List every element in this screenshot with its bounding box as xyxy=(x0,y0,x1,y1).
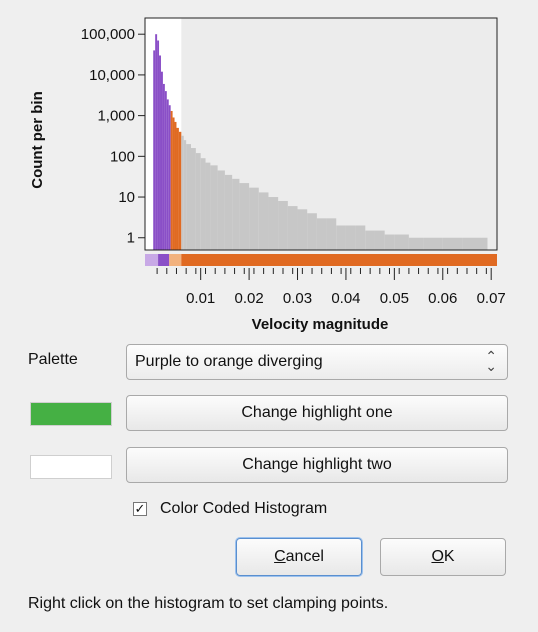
histogram-bar xyxy=(153,50,156,250)
histogram-bar xyxy=(183,140,187,250)
cancel-label: Cancel xyxy=(274,548,324,565)
histogram-bar xyxy=(336,225,346,250)
y-tick-label: 1 xyxy=(127,230,135,247)
x-tick-label: 0.05 xyxy=(380,290,409,307)
select-arrows-icon: ⌃ ⌄ xyxy=(485,348,497,374)
histogram-bar xyxy=(462,237,482,250)
histogram-bar xyxy=(170,110,173,251)
histogram-bar xyxy=(355,225,366,250)
histogram-bar xyxy=(394,234,409,250)
color-bar-segment xyxy=(181,254,498,266)
change-highlight-two-label: Change highlight two xyxy=(242,456,392,473)
histogram-bar xyxy=(168,105,171,250)
histogram-bar xyxy=(195,153,201,250)
y-axis-label: Count per bin xyxy=(29,91,46,189)
highlight-one-swatch xyxy=(30,402,112,426)
histogram-bar xyxy=(172,117,175,251)
histogram-bar xyxy=(162,83,165,251)
checkmark-icon: ✓ xyxy=(134,501,146,516)
histogram-bar xyxy=(190,148,196,250)
histogram-bar xyxy=(200,158,206,250)
histogram-bar xyxy=(442,237,463,250)
change-highlight-one-label: Change highlight one xyxy=(241,404,393,421)
color-coded-histogram-checkbox[interactable]: ✓ xyxy=(133,502,147,516)
histogram-chart[interactable]: 1 10 100 1,000 10,000 100,000 0.01 0.02 0.03 0.04… xyxy=(0,0,538,340)
histogram-bar xyxy=(287,206,298,250)
x-tick-label: 0.02 xyxy=(234,290,263,307)
histogram-bar xyxy=(232,178,240,250)
color-bar-segment xyxy=(145,254,159,266)
histogram-bar xyxy=(160,71,163,251)
histogram-bar xyxy=(258,192,269,250)
histogram-bar xyxy=(224,174,233,250)
histogram-bar xyxy=(178,131,182,250)
color-bar-segment xyxy=(158,254,170,266)
histogram-bar xyxy=(297,209,308,250)
histogram-bar xyxy=(278,200,288,250)
color-coded-histogram-label: Color Coded Histogram xyxy=(160,500,328,517)
histogram-bar xyxy=(481,237,488,250)
y-tick-label: 1,000 xyxy=(97,108,135,125)
x-axis-label: Velocity magnitude xyxy=(252,316,389,333)
y-tick-label: 10,000 xyxy=(89,67,135,84)
change-highlight-one-button[interactable]: Change highlight one xyxy=(126,395,508,431)
histogram-bar xyxy=(268,197,279,250)
clamping-hint: Right click on the histogram to set clam… xyxy=(28,595,389,612)
ok-button[interactable]: OK xyxy=(380,538,506,576)
cancel-button[interactable]: Cancel xyxy=(236,538,362,576)
histogram-plot-area[interactable] xyxy=(145,18,498,251)
histogram-bar xyxy=(217,170,225,250)
histogram-bar xyxy=(174,121,177,251)
histogram-bar xyxy=(186,144,191,250)
histogram-bar xyxy=(307,213,317,250)
y-tick-label: 100 xyxy=(110,148,135,165)
histogram-bar xyxy=(384,234,395,250)
histogram-bar xyxy=(239,183,250,250)
x-tick-label: 0.01 xyxy=(186,290,215,307)
histogram-axes: 1 10 100 1,000 10,000 100,000 0.01 0.02 0.03 0.04… xyxy=(81,17,506,307)
plot-frame xyxy=(144,17,498,251)
histogram-bar xyxy=(326,218,337,250)
x-tick-label: 0.07 xyxy=(477,290,506,307)
histogram-bar xyxy=(159,55,161,250)
y-tick-label: 10 xyxy=(118,189,135,206)
x-tick-label: 0.06 xyxy=(428,290,457,307)
histogram-bar xyxy=(374,230,385,250)
ok-label: OK xyxy=(431,548,455,565)
histogram-bar xyxy=(157,40,160,250)
change-highlight-two-button[interactable]: Change highlight two xyxy=(126,447,508,483)
palette-label: Palette xyxy=(28,351,78,368)
histogram-bar xyxy=(408,237,424,250)
palette-selected-value: Purple to orange diverging xyxy=(135,353,323,370)
color-bar-segment xyxy=(169,254,182,266)
histogram-bar xyxy=(176,127,179,250)
x-tick-label: 0.03 xyxy=(283,290,312,307)
histogram-bar xyxy=(316,218,327,250)
histogram-bar xyxy=(205,162,211,250)
x-tick-label: 0.04 xyxy=(331,290,360,307)
histogram-bar xyxy=(155,34,158,250)
y-tick-label: 100,000 xyxy=(81,26,135,43)
histogram-bar xyxy=(181,135,184,250)
histogram-bar xyxy=(365,230,375,250)
histogram-bar xyxy=(423,237,443,250)
highlight-two-swatch xyxy=(30,455,112,479)
histogram-bar xyxy=(210,165,218,250)
histogram-bar xyxy=(345,225,356,250)
palette-select[interactable]: Purple to orange diverging ⌃ ⌄ xyxy=(126,344,508,380)
histogram-bar xyxy=(166,99,169,251)
histogram-bar xyxy=(249,187,259,250)
histogram-bar xyxy=(164,91,167,251)
